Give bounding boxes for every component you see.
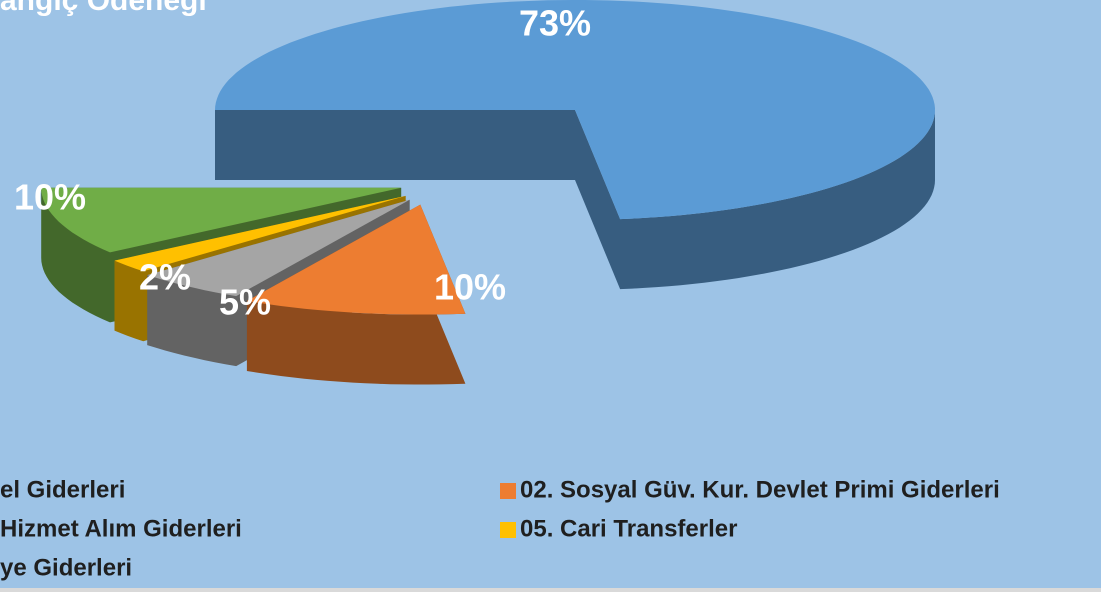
slice (246, 204, 466, 315)
slice-side (147, 199, 410, 367)
slice-side (215, 110, 935, 290)
legend-label: ye Giderleri (0, 554, 132, 581)
slice (41, 187, 402, 253)
data-label: 10% (434, 267, 506, 308)
legend-swatch (500, 483, 516, 499)
legend-label: Hizmet Alım Giderleri (0, 515, 242, 542)
legend-label: 02. Sosyal Güv. Kur. Devlet Primi Giderl… (520, 476, 1000, 503)
slice (147, 199, 410, 297)
data-label: 73% (519, 3, 591, 44)
legend-label: el Giderleri (0, 476, 125, 503)
bottom-strip (0, 588, 1101, 592)
legend-swatch (500, 522, 516, 538)
pie (41, 0, 935, 385)
data-label: 2% (139, 257, 191, 298)
chart-title: angiç Ödeneği (0, 0, 207, 17)
legend-label: 05. Cari Transferler (520, 515, 737, 542)
slice (215, 0, 935, 220)
data-label: 10% (14, 177, 86, 218)
data-label: 5% (219, 282, 271, 323)
slice (114, 195, 406, 272)
